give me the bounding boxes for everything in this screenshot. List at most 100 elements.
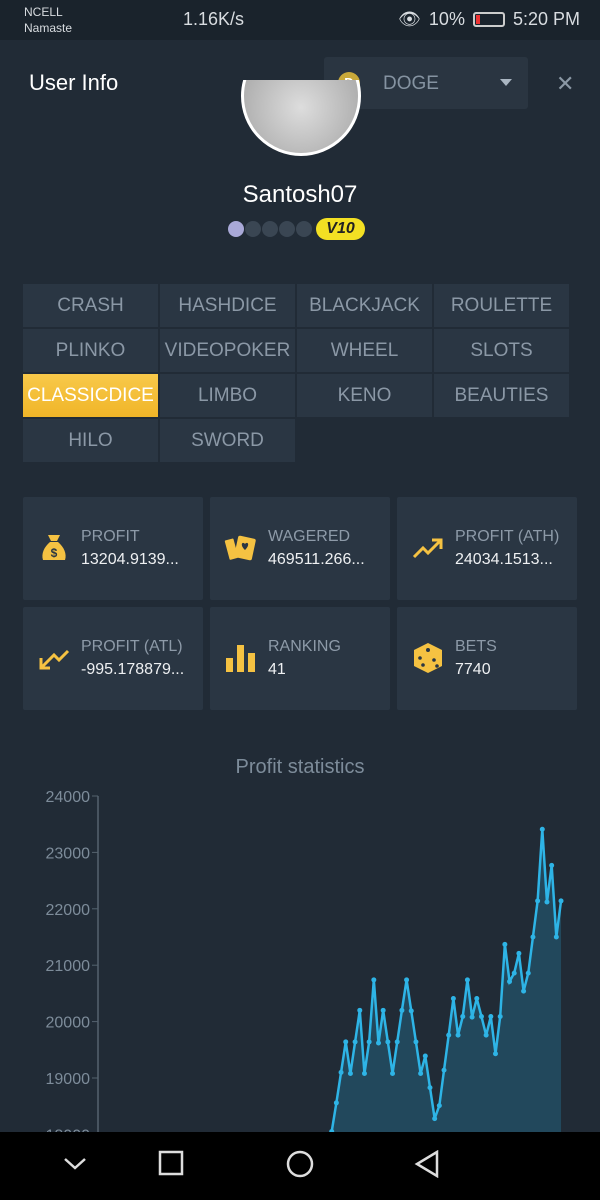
data-point [478,1014,484,1020]
carrier-sub: Namaste [24,21,73,35]
username: Santosh07 [242,181,358,208]
stat-value: -995.178879... [81,661,185,678]
game-tab-hilo[interactable]: HILO [23,419,158,462]
game-tab-keno[interactable]: KENO [297,374,432,417]
data-point [441,1067,447,1073]
chart-title: Profit statistics [235,756,365,778]
game-tab-wheel[interactable]: WHEEL [297,329,432,372]
game-tab-sword[interactable]: SWORD [160,419,295,462]
data-point [497,1014,503,1020]
data-point [371,977,377,983]
data-point [432,1116,438,1122]
carrier-name: NCELL [24,5,63,19]
stat-label: RANKING [268,638,341,655]
caret-down-icon [500,79,512,86]
medal-icon [262,221,278,237]
data-point [338,1069,344,1075]
vip-badge: V10 [316,218,365,240]
trend-down-icon [37,641,71,675]
data-point [558,898,564,904]
bar-chart-icon [224,641,258,675]
game-tab-beauties[interactable]: BEAUTIES [434,374,569,417]
data-point [394,1039,400,1045]
stat-label: WAGERED [268,528,351,545]
stat-value: 13204.9139... [81,551,179,568]
status-bar: NCELL Namaste 1.16K/s 👁 10% 5:20 PM [0,0,600,40]
trend-up-icon [411,531,445,565]
stat-label: BETS [455,638,497,655]
data-point [413,1039,419,1045]
y-tick-label: 23000 [46,845,91,862]
back-icon[interactable] [414,1149,440,1183]
data-point [483,1032,489,1038]
data-point [507,979,513,985]
y-tick-label: 22000 [46,902,91,919]
data-point [408,1008,414,1014]
game-tab-videopoker[interactable]: VIDEOPOKER [160,329,295,372]
stat-value: 7740 [455,661,491,678]
stat-card-ranking: RANKING 41 [210,607,390,710]
stat-label: PROFIT (ATH) [455,528,560,545]
data-point [450,995,456,1001]
y-tick-label: 19000 [46,1071,91,1088]
stat-value: 41 [268,661,286,678]
home-icon[interactable] [286,1150,314,1183]
stat-card-wagered: WAGERED 469511.266... [210,497,390,600]
stat-card-profit: $ PROFIT 13204.9139... [23,497,203,600]
data-point [502,941,508,947]
data-point [361,1070,367,1076]
recents-icon[interactable] [158,1150,184,1181]
data-point [535,898,541,904]
y-tick-label: 24000 [46,789,91,806]
game-tab-roulette[interactable]: ROULETTE [434,284,569,327]
money-bag-icon: $ [37,531,71,565]
data-point [436,1103,442,1109]
game-tab-hashdice[interactable]: HASHDICE [160,284,295,327]
data-point [333,1100,339,1106]
data-point [422,1053,428,1059]
game-tab-plinko[interactable]: PLINKO [23,329,158,372]
stat-label: PROFIT (ATL) [81,638,183,655]
game-tab-slots[interactable]: SLOTS [434,329,569,372]
close-icon[interactable]: ✕ [556,71,575,96]
page-title: User Info [29,70,119,95]
clock: 5:20 PM [512,9,580,29]
data-point [488,1014,494,1020]
game-tab-blackjack[interactable]: BLACKJACK [297,284,432,327]
chevron-down-icon[interactable] [62,1150,88,1181]
carrier: NCELL Namaste [24,4,72,36]
data-point [366,1039,372,1045]
data-point [352,1039,358,1045]
data-point [347,1070,353,1076]
data-point [446,1032,452,1038]
data-point [474,995,480,1001]
data-point [380,1007,386,1013]
svg-text:$: $ [51,546,58,560]
stat-value: 469511.266... [268,551,365,568]
data-point [469,1014,475,1020]
data-point [418,1070,424,1076]
stat-card-profit-ath: PROFIT (ATH) 24034.1513... [397,497,577,600]
data-point [427,1085,433,1091]
data-point [493,1051,498,1057]
data-point [343,1039,349,1045]
data-point [357,1007,363,1013]
stat-value: 24034.1513... [455,551,553,568]
data-point [521,988,527,994]
android-nav-bar [0,1132,600,1200]
currency-name: DOGE [383,73,439,94]
cards-icon [224,531,258,565]
game-tab-crash[interactable]: CRASH [23,284,158,327]
medal-icon [296,221,312,237]
game-tab-limbo[interactable]: LIMBO [160,374,295,417]
medal-icon [228,221,244,237]
battery-percent: 10% [428,9,465,29]
stat-card-bets: BETS 7740 [397,607,577,710]
game-tab-classicdice[interactable]: CLASSICDICE [23,374,158,417]
data-point [385,1039,391,1045]
y-tick-label: 18000 [46,1127,91,1132]
profit-chart: 24000 23000 22000 21000 20000 19000 18000 [46,789,564,1132]
data-point [376,1040,381,1046]
battery-icon [472,12,505,27]
stat-label: PROFIT [81,528,140,545]
